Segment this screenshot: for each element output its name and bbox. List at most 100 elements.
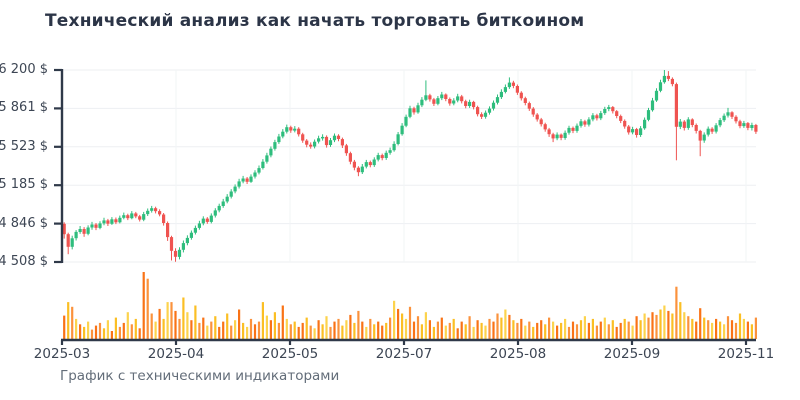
y-axis-label: 15 861 $	[0, 100, 48, 116]
volume-bar	[468, 316, 471, 339]
candle-body	[162, 214, 166, 223]
candle-body	[197, 223, 201, 228]
x-axis-label: 2025-09	[603, 346, 661, 362]
candle-body	[221, 201, 225, 206]
y-axis-label: 84 846 $	[0, 215, 48, 231]
candle-body	[313, 141, 317, 147]
candle-body	[146, 210, 150, 215]
candle-body	[563, 132, 567, 138]
volume-bar	[222, 321, 225, 339]
volume-bar	[671, 313, 674, 339]
candle-body	[523, 98, 527, 103]
candle-body	[595, 115, 599, 119]
volume-bar	[313, 328, 316, 339]
candle-body	[690, 119, 694, 125]
volume-bar	[607, 324, 610, 339]
volume-bar	[564, 318, 567, 339]
candle-body	[408, 108, 412, 117]
candle-body	[138, 216, 142, 220]
volume-bar	[122, 322, 125, 339]
candle-body	[487, 108, 492, 113]
candle-body	[340, 139, 344, 146]
candle-body	[181, 243, 185, 250]
volume-bar	[349, 314, 352, 339]
candle-body	[126, 215, 130, 219]
candle-body	[722, 115, 726, 121]
volume-bar	[591, 318, 594, 339]
candle-body	[384, 152, 388, 158]
volume-bar	[226, 313, 229, 339]
volume-bar	[166, 302, 169, 339]
volume-bar	[711, 322, 714, 339]
candle-body	[344, 145, 348, 154]
volume-bar	[63, 315, 66, 340]
candle-body	[460, 96, 464, 102]
volume-bar	[297, 326, 300, 339]
candle-body	[372, 159, 376, 166]
volume-bar	[98, 322, 102, 339]
volume-bar	[730, 320, 734, 339]
candle-body	[730, 112, 734, 117]
candle-body	[714, 125, 718, 132]
volume-bar	[130, 324, 133, 339]
candle-body	[686, 119, 690, 128]
volume-bar	[643, 313, 646, 339]
volume-bar	[544, 324, 547, 339]
candle-body	[519, 92, 523, 99]
volume-bar	[719, 321, 722, 339]
candle-body	[237, 181, 241, 187]
candle-body	[98, 223, 102, 228]
candle-body	[662, 75, 666, 83]
volume-bar	[110, 331, 113, 339]
volume-bar	[655, 314, 658, 339]
candle-body	[511, 82, 515, 86]
volume-bar	[524, 325, 527, 339]
candle-body	[233, 186, 237, 192]
volume-bar	[242, 322, 245, 339]
candle-body	[368, 162, 372, 166]
volume-bar	[408, 306, 412, 339]
candle-body	[694, 125, 698, 131]
candle-body	[62, 223, 66, 235]
volume-bar	[615, 326, 618, 339]
volume-bar	[528, 321, 531, 339]
candle-body	[571, 127, 575, 131]
candle-body	[229, 191, 233, 197]
volume-bar	[218, 326, 221, 339]
volume-bar	[679, 302, 682, 339]
volume-bar	[321, 324, 324, 339]
volume-bar	[599, 321, 602, 339]
candle-body	[448, 99, 452, 104]
volume-bar	[492, 321, 495, 339]
candle-body	[106, 220, 110, 224]
volume-bar	[667, 310, 670, 339]
candle-body	[543, 124, 547, 130]
candle-body	[746, 123, 750, 128]
volume-bar	[659, 309, 662, 339]
volume-bar	[365, 326, 368, 339]
volume-bar	[424, 312, 427, 339]
volume-bar	[102, 328, 106, 339]
candle-body	[599, 113, 603, 119]
candle-body	[253, 172, 257, 177]
candle-body	[102, 220, 106, 224]
candle-body	[82, 229, 86, 234]
volume-bar	[246, 326, 249, 339]
candle-body	[241, 178, 245, 182]
candle-body	[360, 166, 364, 173]
candle-body	[376, 155, 380, 160]
volume-bar	[432, 326, 435, 339]
candle-body	[269, 148, 273, 156]
candle-body	[480, 114, 484, 117]
candle-body	[169, 237, 174, 251]
volume-bar	[317, 320, 320, 339]
candle-body	[348, 153, 352, 162]
candle-body	[114, 219, 118, 223]
candle-body	[587, 119, 591, 125]
volume-bar	[595, 325, 598, 339]
volume-bar	[516, 322, 519, 339]
candle-body	[265, 155, 269, 162]
volume-bar	[341, 325, 344, 339]
volume-bar	[460, 321, 463, 339]
volume-bar	[269, 320, 272, 339]
